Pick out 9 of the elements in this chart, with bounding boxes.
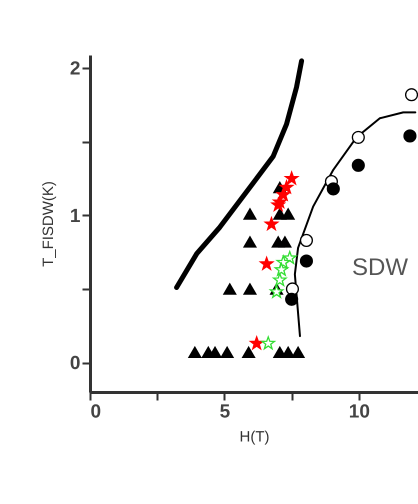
x-tick-label: 5 <box>220 402 231 422</box>
y-tick-label: 1 <box>70 206 81 227</box>
annotation: SDW <box>352 254 408 281</box>
y-tick-label: 0 <box>70 353 80 374</box>
y-tick-label: 2 <box>70 58 80 80</box>
y-axis-title: T_FISDW(K) <box>40 181 57 267</box>
x-axis-title: H(T) <box>240 428 270 446</box>
x-tick-label: 0 <box>90 402 102 422</box>
x-tick-label: 10 <box>348 402 370 422</box>
